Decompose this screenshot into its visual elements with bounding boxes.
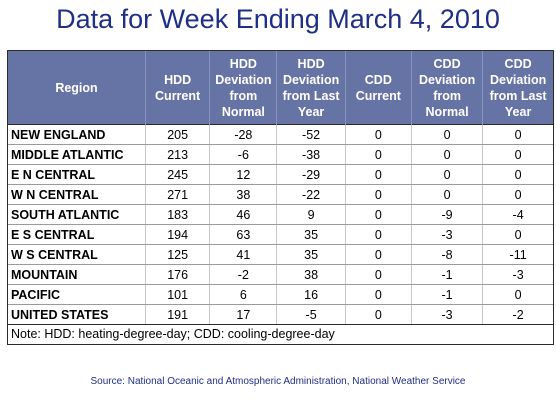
header-cdd-deviation-normal: CDD Deviation from Normal [411,51,484,125]
cell-cdd-deviation-last-year: -11 [482,244,553,265]
cell-cdd-current: 0 [345,124,412,145]
cell-cdd-current: 0 [345,304,412,325]
cell-hdd-deviation-normal: 6 [209,284,278,305]
cell-hdd-deviation-last-year: 38 [276,264,346,285]
table-row: MIDDLE ATLANTIC 213 -6 -38 0 0 0 [8,144,553,165]
cell-cdd-deviation-normal: -1 [411,284,484,305]
cell-hdd-deviation-last-year: -29 [276,164,346,185]
cell-cdd-deviation-normal: -3 [411,304,484,325]
cell-region: SOUTH ATLANTIC [8,204,146,225]
cell-region: E N CENTRAL [8,164,146,185]
cell-hdd-current: 191 [145,304,211,325]
cell-hdd-deviation-last-year: -38 [276,144,346,165]
data-table-container: Region HDD Current HDD Deviation from No… [7,50,554,345]
cell-region: W N CENTRAL [8,184,146,205]
cell-cdd-deviation-last-year: 0 [482,144,553,165]
cell-hdd-deviation-last-year: -22 [276,184,346,205]
cell-cdd-deviation-normal: 0 [411,124,484,145]
cell-cdd-current: 0 [345,264,412,285]
header-hdd-deviation-last-year: HDD Deviation from Last Year [276,51,346,125]
cell-hdd-current: 205 [145,124,211,145]
cell-cdd-current: 0 [345,284,412,305]
cell-hdd-deviation-last-year: 35 [276,244,346,265]
cell-hdd-deviation-normal: 38 [209,184,278,205]
cell-cdd-current: 0 [345,204,412,225]
cell-cdd-current: 0 [345,244,412,265]
cell-cdd-current: 0 [345,144,412,165]
table-body: NEW ENGLAND 205 -28 -52 0 0 0 MIDDLE ATLANTIC 21… [8,124,553,325]
cell-hdd-current: 125 [145,244,211,265]
cell-hdd-deviation-last-year: 9 [276,204,346,225]
cell-hdd-current: 183 [145,204,211,225]
cell-cdd-deviation-normal: 0 [411,184,484,205]
cell-cdd-deviation-normal: 0 [411,144,484,165]
cell-region: PACIFIC [8,284,146,305]
table-row: SOUTH ATLANTIC 183 46 9 0 -9 -4 [8,204,553,225]
table-row: NEW ENGLAND 205 -28 -52 0 0 0 [8,124,553,145]
degree-day-table: Region HDD Current HDD Deviation from No… [8,51,553,325]
table-row: E N CENTRAL 245 12 -29 0 0 0 [8,164,553,185]
table-row: W S CENTRAL 125 41 35 0 -8 -11 [8,244,553,265]
cell-cdd-deviation-last-year: -4 [482,204,553,225]
header-hdd-current: HDD Current [145,51,211,125]
header-cdd-current: CDD Current [345,51,412,125]
cell-cdd-deviation-last-year: -2 [482,304,553,325]
cell-cdd-deviation-normal: 0 [411,164,484,185]
cell-cdd-current: 0 [345,224,412,245]
cell-hdd-current: 213 [145,144,211,165]
cell-cdd-current: 0 [345,184,412,205]
table-header-row: Region HDD Current HDD Deviation from No… [8,51,553,125]
cell-cdd-deviation-last-year: 0 [482,284,553,305]
cell-hdd-deviation-normal: -28 [209,124,278,145]
cell-region: E S CENTRAL [8,224,146,245]
cell-hdd-current: 194 [145,224,211,245]
cell-cdd-deviation-last-year: -3 [482,264,553,285]
table-note: Note: HDD: heating-degree-day; CDD: cool… [11,327,335,341]
cell-hdd-deviation-normal: 46 [209,204,278,225]
cell-cdd-deviation-normal: -1 [411,264,484,285]
header-hdd-deviation-normal: HDD Deviation from Normal [209,51,278,125]
cell-cdd-deviation-normal: -8 [411,244,484,265]
cell-cdd-deviation-last-year: 0 [482,124,553,145]
header-cdd-deviation-last-year: CDD Deviation from Last Year [482,51,553,125]
source-caption: Source: National Oceanic and Atmospheric… [90,376,466,387]
cell-hdd-deviation-last-year: -5 [276,304,346,325]
cell-hdd-deviation-normal: -2 [209,264,278,285]
table-row: MOUNTAIN 176 -2 38 0 -1 -3 [8,264,553,285]
cell-hdd-deviation-last-year: 35 [276,224,346,245]
cell-region: W S CENTRAL [8,244,146,265]
cell-hdd-current: 176 [145,264,211,285]
cell-hdd-current: 245 [145,164,211,185]
cell-region: MOUNTAIN [8,264,146,285]
cell-hdd-current: 271 [145,184,211,205]
cell-hdd-deviation-normal: -6 [209,144,278,165]
table-row: W N CENTRAL 271 38 -22 0 0 0 [8,184,553,205]
cell-cdd-deviation-last-year: 0 [482,184,553,205]
cell-hdd-deviation-last-year: -52 [276,124,346,145]
cell-cdd-deviation-last-year: 0 [482,164,553,185]
cell-cdd-deviation-normal: -3 [411,224,484,245]
cell-hdd-deviation-normal: 12 [209,164,278,185]
cell-hdd-current: 101 [145,284,211,305]
cell-region: MIDDLE ATLANTIC [8,144,146,165]
table-row: E S CENTRAL 194 63 35 0 -3 0 [8,224,553,245]
cell-region: NEW ENGLAND [8,124,146,145]
table-row: PACIFIC 101 6 16 0 -1 0 [8,284,553,305]
cell-hdd-deviation-normal: 41 [209,244,278,265]
cell-hdd-deviation-last-year: 16 [276,284,346,305]
cell-hdd-deviation-normal: 63 [209,224,278,245]
cell-cdd-deviation-last-year: 0 [482,224,553,245]
cell-cdd-current: 0 [345,164,412,185]
cell-hdd-deviation-normal: 17 [209,304,278,325]
header-region: Region [8,51,146,125]
table-row: UNITED STATES 191 17 -5 0 -3 -2 [8,304,553,325]
page-title: Data for Week Ending March 4, 2010 [56,4,500,34]
cell-region: UNITED STATES [8,304,146,325]
cell-cdd-deviation-normal: -9 [411,204,484,225]
